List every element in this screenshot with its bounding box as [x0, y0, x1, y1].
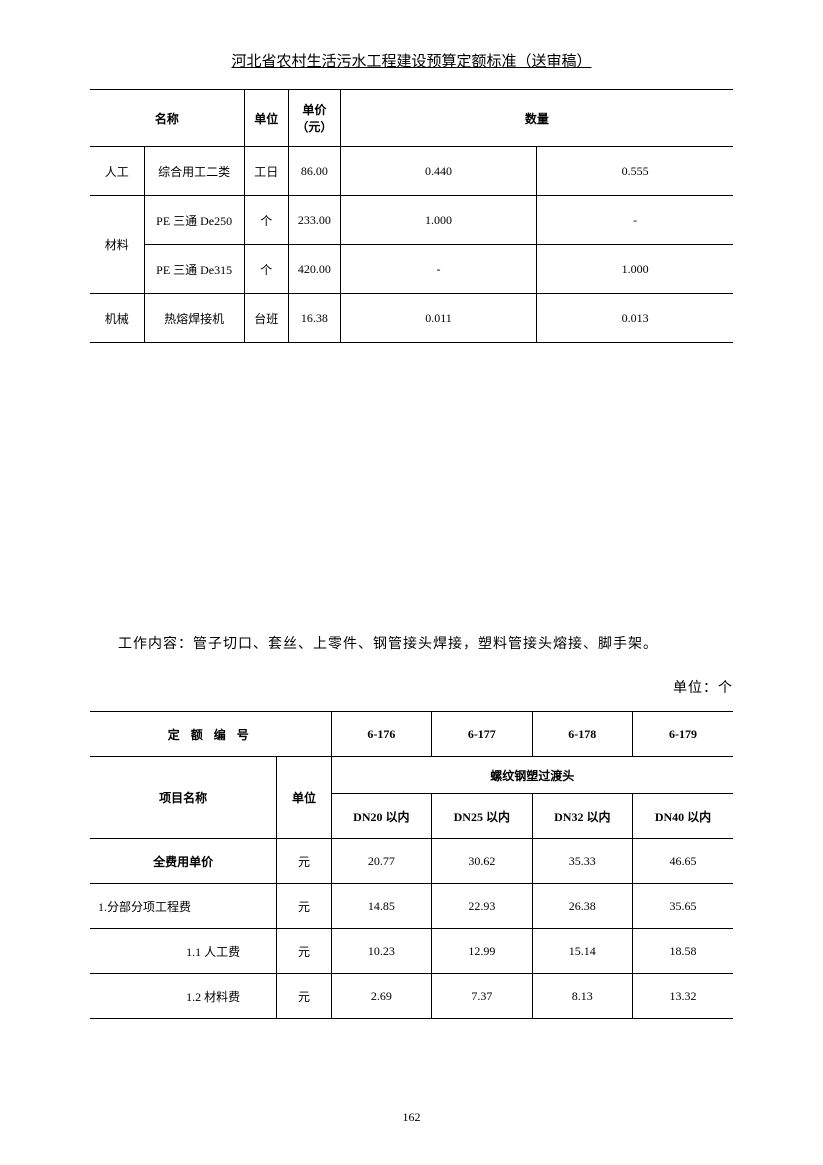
table-row: 1.分部分项工程费 元 14.85 22.93 26.38 35.65 [90, 884, 733, 929]
cell: 1.000 [340, 196, 536, 245]
page-number: 162 [0, 1110, 823, 1125]
table-row: 机械 热熔焊接机 台班 16.38 0.011 0.013 [90, 294, 733, 343]
table-2: 定 额 编 号 6-176 6-177 6-178 6-179 项目名称 单位 … [90, 711, 733, 1019]
cell: 热熔焊接机 [144, 294, 244, 343]
col-price: 单价（元） [288, 90, 340, 147]
work-content: 工作内容：管子切口、套丝、上零件、钢管接头焊接，塑料管接头熔接、脚手架。 [90, 633, 733, 653]
cell: 14.85 [331, 884, 431, 929]
cell: 0.555 [537, 147, 733, 196]
table-row: 人工 综合用工二类 工日 86.00 0.440 0.555 [90, 147, 733, 196]
cell: 工日 [244, 147, 288, 196]
cell: 1.2 材料费 [90, 974, 277, 1019]
cell: 35.33 [532, 839, 632, 884]
cell: 86.00 [288, 147, 340, 196]
cell: 0.011 [340, 294, 536, 343]
header-code: 定 额 编 号 [90, 712, 331, 757]
cell: 材料 [90, 196, 144, 294]
cell: 元 [277, 929, 331, 974]
cell: 233.00 [288, 196, 340, 245]
cell: 15.14 [532, 929, 632, 974]
cell: 全费用单价 [90, 839, 277, 884]
cell: 22.93 [432, 884, 532, 929]
table-1: 名称 单位 单价（元） 数量 人工 综合用工二类 工日 86.00 0.440 … [90, 89, 733, 343]
unit-line: 单位：个 [90, 677, 733, 697]
cell: 人工 [90, 147, 144, 196]
cell: 8.13 [532, 974, 632, 1019]
cell: 1.1 人工费 [90, 929, 277, 974]
cell: 18.58 [633, 929, 733, 974]
table-row: 1.2 材料费 元 2.69 7.37 8.13 13.32 [90, 974, 733, 1019]
cell: PE 三通 De250 [144, 196, 244, 245]
cell: 46.65 [633, 839, 733, 884]
cell: 6-178 [532, 712, 632, 757]
col-unit: 单位 [244, 90, 288, 147]
cell: 机械 [90, 294, 144, 343]
group-title: 螺纹钢塑过渡头 [331, 757, 733, 794]
cell: 6-176 [331, 712, 431, 757]
cell: PE 三通 De315 [144, 245, 244, 294]
col-qty: 数量 [340, 90, 733, 147]
cell: 个 [244, 196, 288, 245]
cell: - [340, 245, 536, 294]
table-row: 定 额 编 号 6-176 6-177 6-178 6-179 [90, 712, 733, 757]
cell: 13.32 [633, 974, 733, 1019]
cell: 12.99 [432, 929, 532, 974]
cell: 0.440 [340, 147, 536, 196]
cell: 30.62 [432, 839, 532, 884]
page: 河北省农村生活污水工程建设预算定额标准（送审稿） 名称 单位 单价（元） 数量 … [0, 0, 823, 1165]
cell: 2.69 [331, 974, 431, 1019]
cell: DN40 以内 [633, 794, 733, 839]
table-row: 名称 单位 单价（元） 数量 [90, 90, 733, 147]
col-name: 名称 [90, 90, 244, 147]
cell: 16.38 [288, 294, 340, 343]
cell: 综合用工二类 [144, 147, 244, 196]
cell: 0.013 [537, 294, 733, 343]
cell: 元 [277, 884, 331, 929]
cell: 台班 [244, 294, 288, 343]
cell: 26.38 [532, 884, 632, 929]
table-row: PE 三通 De315 个 420.00 - 1.000 [90, 245, 733, 294]
unit-header: 单位 [277, 757, 331, 839]
table-row: 1.1 人工费 元 10.23 12.99 15.14 18.58 [90, 929, 733, 974]
cell: 1.000 [537, 245, 733, 294]
cell: DN20 以内 [331, 794, 431, 839]
cell: 7.37 [432, 974, 532, 1019]
table-row: 项目名称 单位 螺纹钢塑过渡头 [90, 757, 733, 794]
cell: 420.00 [288, 245, 340, 294]
table-row: 全费用单价 元 20.77 30.62 35.33 46.65 [90, 839, 733, 884]
cell: - [537, 196, 733, 245]
page-title: 河北省农村生活污水工程建设预算定额标准（送审稿） [90, 50, 733, 71]
cell: DN32 以内 [532, 794, 632, 839]
cell: 个 [244, 245, 288, 294]
cell: DN25 以内 [432, 794, 532, 839]
cell: 35.65 [633, 884, 733, 929]
cell: 元 [277, 839, 331, 884]
cell: 10.23 [331, 929, 431, 974]
cell: 1.分部分项工程费 [90, 884, 277, 929]
cell: 6-177 [432, 712, 532, 757]
cell: 6-179 [633, 712, 733, 757]
project-name: 项目名称 [90, 757, 277, 839]
table-row: 材料 PE 三通 De250 个 233.00 1.000 - [90, 196, 733, 245]
cell: 元 [277, 974, 331, 1019]
cell: 20.77 [331, 839, 431, 884]
